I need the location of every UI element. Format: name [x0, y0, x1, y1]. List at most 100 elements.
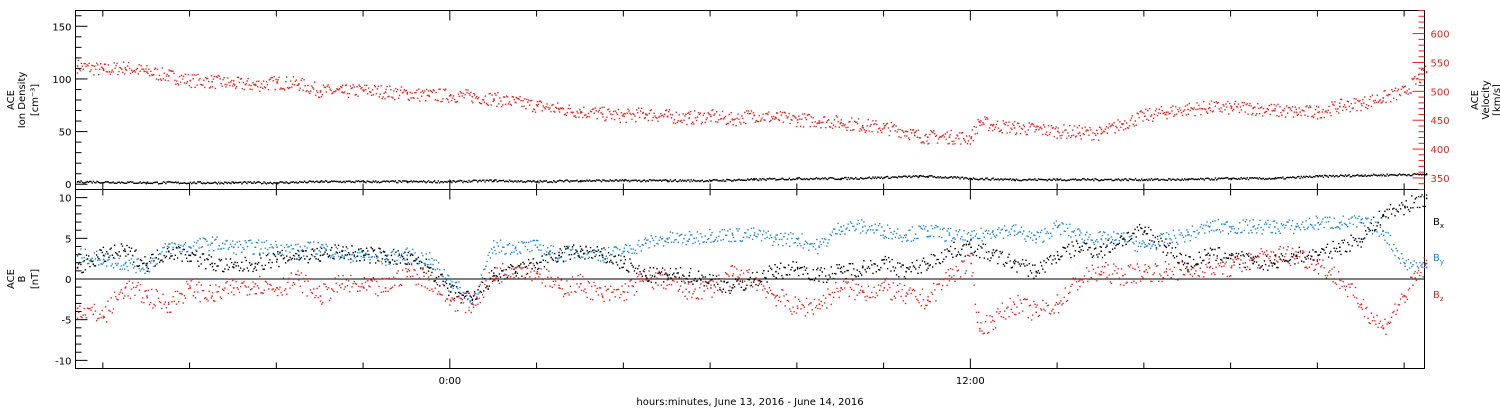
by-series-point — [255, 241, 258, 244]
velocity-series-point — [238, 81, 241, 84]
density-series-point — [305, 181, 307, 184]
density-series-point — [130, 181, 133, 183]
by-series-point — [415, 259, 417, 261]
velocity-series-point — [532, 108, 535, 110]
by-series-point — [229, 243, 232, 245]
by-series-point — [926, 236, 928, 238]
velocity-series-point — [1158, 108, 1161, 111]
bz-series-point — [1026, 298, 1028, 301]
by-series-anchor — [1100, 238, 1103, 240]
bz-series-point — [903, 284, 906, 287]
density-series-point — [877, 176, 879, 178]
velocity-series-point — [536, 100, 539, 103]
density-series-point — [1209, 179, 1212, 181]
bz-series-point — [577, 275, 579, 277]
by-series-point — [919, 226, 921, 228]
bz-series-point — [1007, 306, 1009, 308]
velocity-series-point — [1271, 110, 1273, 112]
density-series-point — [1168, 178, 1170, 180]
velocity-series-point — [718, 114, 721, 116]
by-series-point — [697, 240, 700, 242]
velocity-series-point — [1189, 109, 1191, 112]
velocity-series-point — [1200, 113, 1202, 116]
bz-series-point — [407, 268, 409, 271]
density-series-point — [1051, 179, 1053, 182]
by-series-point — [129, 262, 132, 264]
density-series-point — [448, 180, 451, 183]
velocity-series-point — [877, 131, 879, 133]
density-series-point — [107, 181, 109, 183]
density-series-point — [330, 180, 333, 182]
bz-series-point — [238, 291, 241, 294]
density-series-point — [475, 179, 478, 182]
density-series-point — [499, 179, 501, 182]
velocity-series-point — [602, 116, 604, 118]
velocity-series-point — [672, 122, 675, 124]
velocity-series-point — [290, 86, 293, 88]
by-series-point — [1037, 231, 1040, 234]
velocity-series-point — [305, 90, 307, 93]
by-series-point — [1291, 220, 1294, 222]
velocity-series-point — [1090, 129, 1092, 131]
density-series-point — [113, 182, 116, 184]
bz-series-point — [381, 277, 384, 280]
velocity-series-point — [367, 93, 369, 95]
velocity-series-point — [1332, 103, 1334, 105]
density-series-anchor — [840, 177, 842, 180]
density-series-point — [345, 180, 348, 182]
density-series-point — [348, 180, 350, 182]
density-series-point — [570, 180, 572, 182]
velocity-series-point — [321, 93, 324, 96]
by-series-point — [151, 260, 153, 262]
velocity-series-point — [623, 112, 625, 115]
velocity-series-point — [204, 86, 206, 89]
bz-series-point — [526, 267, 529, 269]
bz-series-point — [333, 290, 335, 293]
by-series-point — [1246, 224, 1249, 226]
velocity-series-point — [1108, 123, 1110, 125]
by-series-point — [641, 243, 644, 246]
density-series-point — [303, 180, 306, 182]
density-series-point — [307, 181, 309, 183]
velocity-series-point — [935, 134, 938, 137]
velocity-series-point — [708, 113, 710, 115]
by-series-point — [939, 228, 942, 230]
density-series-point — [818, 177, 820, 180]
bz-series-point — [539, 273, 541, 276]
density-series-point — [515, 180, 517, 182]
density-series-point — [106, 181, 108, 183]
by-series-point — [1197, 233, 1199, 235]
by-series-point — [1250, 229, 1252, 232]
by-series-point — [969, 241, 971, 243]
velocity-series-point — [248, 84, 250, 86]
density-series-point — [1283, 178, 1285, 180]
velocity-series-point — [218, 75, 220, 77]
by-series-point — [527, 241, 530, 244]
bz-series-point — [799, 300, 801, 303]
by-series-point — [1375, 221, 1377, 223]
by-series-point — [293, 255, 296, 257]
velocity-series-point — [147, 72, 149, 75]
by-series-point — [1083, 239, 1086, 242]
density-series-point — [1001, 178, 1003, 180]
velocity-series-point — [157, 79, 160, 81]
bz-series-point — [476, 296, 478, 298]
by-series-point — [676, 232, 678, 235]
by-series-point — [1294, 228, 1296, 231]
by-series-point — [633, 252, 636, 254]
by-series-point — [872, 229, 874, 231]
velocity-series-point — [378, 96, 381, 98]
by-series-point — [1080, 232, 1082, 234]
by-series-point — [1317, 228, 1320, 230]
by-series-point — [1333, 217, 1335, 220]
by-series-point — [180, 244, 182, 247]
bz-series-point — [219, 296, 222, 298]
bz-series-point — [772, 293, 774, 295]
velocity-series-point — [705, 118, 707, 121]
velocity-series-point — [989, 124, 992, 126]
bz-series-point — [1099, 274, 1101, 276]
bz-series-point — [911, 289, 914, 292]
density-series-point — [653, 179, 656, 181]
by-series-point — [844, 233, 846, 235]
velocity-series-point — [973, 125, 975, 128]
